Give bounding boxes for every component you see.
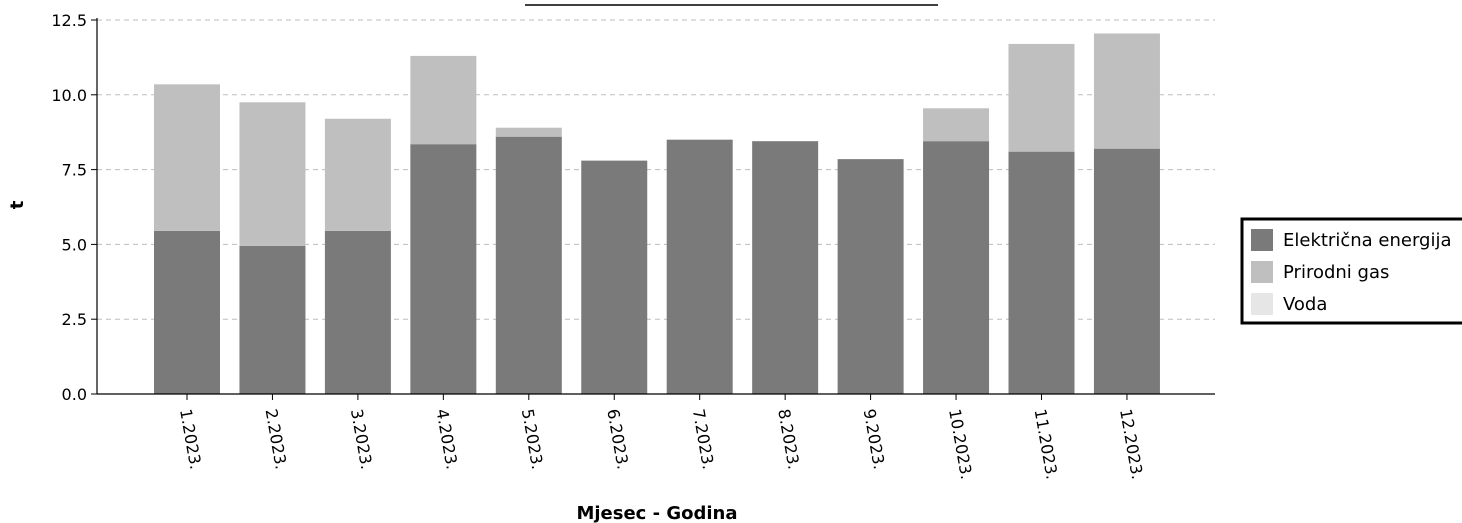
x-tick-label: 4.2023. xyxy=(432,407,461,470)
x-tick-label: 11.2023. xyxy=(1031,407,1062,480)
y-axis-title: t xyxy=(7,200,28,209)
y-ticks: 0.0 2.5 5.0 7.5 10.0 12.5 xyxy=(51,11,97,404)
bar-segment xyxy=(752,141,819,394)
x-tick-label: 1.2023. xyxy=(176,407,205,470)
x-tick-label: 5.2023. xyxy=(518,407,547,470)
bar-segment xyxy=(410,55,477,145)
bar-segment xyxy=(1008,151,1075,394)
x-tick-label: 10.2023. xyxy=(945,407,976,480)
x-ticks: 1.2023. 2.2023. 3.2023. 4.2023. 5.2023. 6.202… xyxy=(176,394,1147,481)
bar-segment xyxy=(581,160,648,394)
legend-label: Prirodni gas xyxy=(1283,262,1389,283)
legend-swatch xyxy=(1251,293,1273,315)
x-tick-label: 6.2023. xyxy=(603,407,632,470)
y-tick-label: 10.0 xyxy=(51,86,87,105)
bar-segment xyxy=(324,230,391,394)
legend-swatch xyxy=(1251,261,1273,283)
bar-segment xyxy=(1008,43,1075,152)
y-tick-label: 0.0 xyxy=(62,385,87,404)
x-tick-label: 12.2023. xyxy=(1116,407,1147,480)
bar-segment xyxy=(154,230,220,394)
legend-swatch xyxy=(1251,229,1273,251)
x-axis-title: Mjesec - Godina xyxy=(576,503,737,523)
bar-segment xyxy=(495,136,562,395)
y-tick-label: 2.5 xyxy=(62,310,87,329)
bar-segment xyxy=(923,141,990,394)
y-tick-label: 5.0 xyxy=(62,235,87,254)
x-tick-label: 8.2023. xyxy=(774,407,803,470)
x-tick-label: 7.2023. xyxy=(689,407,718,470)
bar-segment xyxy=(923,108,990,142)
legend-label: Voda xyxy=(1283,294,1327,315)
y-tick-label: 12.5 xyxy=(51,11,87,30)
bar-segment xyxy=(1093,33,1160,149)
bar-segment xyxy=(410,144,477,394)
bar-segment xyxy=(239,102,306,246)
bar-segment xyxy=(495,127,562,137)
legend: Električna energija Prirodni gas Voda xyxy=(1240,217,1462,325)
x-tick-label: 3.2023. xyxy=(347,407,376,470)
x-tick-label: 9.2023. xyxy=(860,407,889,470)
legend-label: Električna energija xyxy=(1283,230,1452,251)
bars xyxy=(154,33,1160,395)
axes xyxy=(96,18,1215,395)
bar-segment xyxy=(324,118,391,231)
legend-box xyxy=(1240,217,1462,325)
x-tick-label: 2.2023. xyxy=(262,407,291,470)
bar-segment xyxy=(154,84,220,231)
bar-segment xyxy=(239,245,306,394)
bar-segment xyxy=(837,159,904,394)
bar-segment xyxy=(666,139,733,394)
bar-segment xyxy=(1093,148,1160,394)
y-tick-label: 7.5 xyxy=(62,161,87,180)
